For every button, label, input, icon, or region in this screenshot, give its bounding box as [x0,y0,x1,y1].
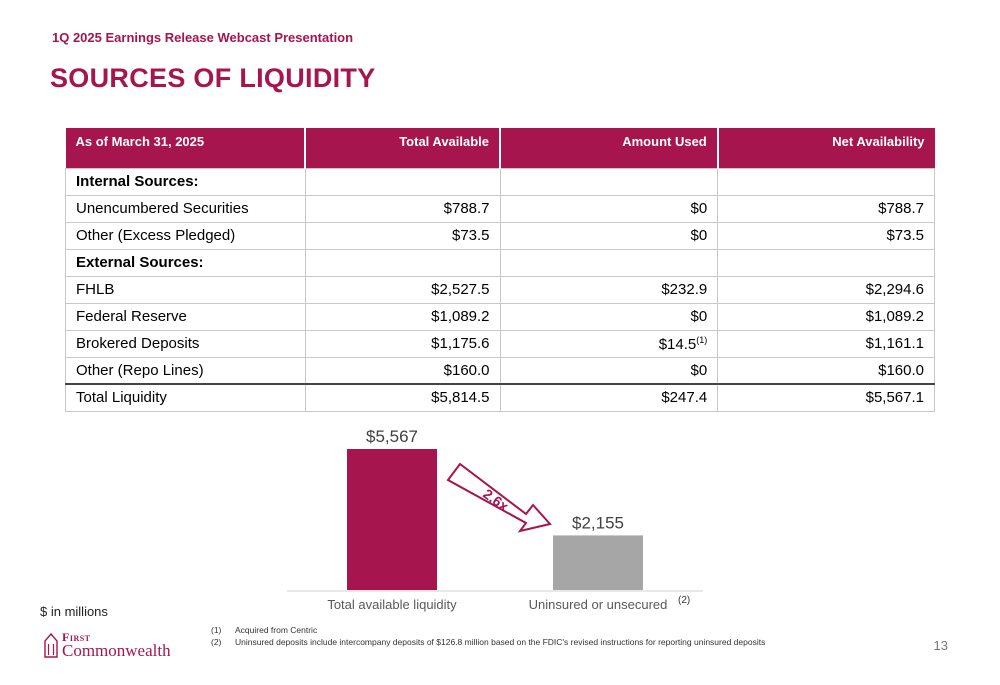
cell-total-available: $1,175.6 [304,329,501,358]
footnotes: (1) Acquired from Centric (2) Uninsured de… [211,624,765,648]
cell-label: Internal Sources: [65,167,306,196]
units-label: $ in millions [40,604,108,619]
logo-commonwealth: Commonwealth [62,641,171,660]
section-header-row: Internal Sources: [65,167,935,196]
cell-net-availability: $788.7 [717,194,935,223]
presentation-subtitle: 1Q 2025 Earnings Release Webcast Present… [52,30,354,45]
cell-amount-used: $0 [499,302,719,331]
cell-total-available: $2,527.5 [304,275,501,304]
column-header-total-available: Total Available [305,128,502,168]
cell-amount-used: $0 [499,194,719,223]
page-number: 13 [933,638,948,653]
chart-bars: $5,567 Total available liquidity $2,155 Uni… [327,427,690,612]
cell-total-available [304,167,501,196]
cell-amount-used: $247.4 [499,383,719,412]
cell-net-availability: $2,294.6 [717,275,935,304]
footnote-1: (1) Acquired from Centric [211,625,318,635]
liquidity-bar-chart: $5,567 Total available liquidity $2,155 Uni… [287,427,703,612]
cell-amount-used: $232.9 [499,275,719,304]
multiple-arrow-shape [446,462,552,533]
liquidity-table: As of March 31, 2025 Total Available Amo… [65,128,935,412]
building-icon [44,632,58,658]
table-row: Brokered Deposits $1,175.6 $14.5(1) $1,161.… [65,329,935,358]
footnote-2: (2) Uninsured deposits include intercompa… [211,637,766,647]
total-row: Total Liquidity $5,814.5 $247.4 $5,567.1 [65,383,935,412]
footnote-ref: (1) [696,334,708,345]
table-body: Internal Sources: Unencumbered Securities… [65,167,935,412]
cell-label: Other (Repo Lines) [65,356,306,385]
cell-label: Unencumbered Securities [65,194,306,223]
bar-0 [347,449,437,590]
cell-label: Brokered Deposits [65,329,306,358]
cell-total-available: $788.7 [304,194,501,223]
cell-net-availability: $5,567.1 [717,383,935,412]
bar-value-label-1: $2,155 [572,513,624,532]
cell-total-available: $1,089.2 [304,302,501,331]
table-row: FHLB $2,527.5 $232.9 $2,294.6 [65,275,935,304]
category-note-1: (2) [678,595,690,606]
cell-total-available: $160.0 [304,356,501,385]
cell-net-availability [717,248,935,277]
table-row: Federal Reserve $1,089.2 $0 $1,089.2 [65,302,935,331]
cell-label: Other (Excess Pledged) [65,221,306,250]
cell-label: Total Liquidity [65,383,306,412]
page-title: SOURCES OF LIQUIDITY [50,63,376,93]
cell-label: Federal Reserve [65,302,306,331]
cell-net-availability: $1,161.1 [717,329,935,358]
column-header-amount-used: Amount Used [500,128,719,168]
cell-amount-used [499,248,719,277]
cell-net-availability: $1,089.2 [717,302,935,331]
cell-amount-used: $0 [499,221,719,250]
cell-total-available [304,248,501,277]
bar-value-label-0: $5,567 [366,427,418,446]
cell-total-available: $5,814.5 [304,383,501,412]
first-commonwealth-logo: First Commonwealth [44,628,194,660]
table-row: Unencumbered Securities $788.7 $0 $788.7 [65,194,935,223]
column-header-as-of: As of March 31, 2025 [65,128,307,168]
table-row: Other (Excess Pledged) $73.5 $0 $73.5 [65,221,935,250]
cell-amount-used: $0 [499,356,719,385]
cell-net-availability [717,167,935,196]
cell-amount-used [499,167,719,196]
column-header-net-availability: Net Availability [717,128,935,168]
cell-total-available: $73.5 [304,221,501,250]
table-row: Other (Repo Lines) $160.0 $0 $160.0 [65,356,935,385]
cell-label: External Sources: [65,248,306,277]
category-label-0: Total available liquidity [327,597,457,612]
cell-amount-used: $14.5(1) [499,329,719,358]
category-label-1: Uninsured or unsecured [529,597,668,612]
bar-1 [553,535,643,590]
table-header-row: As of March 31, 2025 Total Available Amo… [65,128,935,168]
logo-first: First [62,630,91,644]
cell-label: FHLB [65,275,306,304]
multiple-arrow: 2.6x [446,462,552,533]
section-header-row: External Sources: [65,248,935,277]
cell-net-availability: $73.5 [717,221,935,250]
cell-net-availability: $160.0 [717,356,935,385]
